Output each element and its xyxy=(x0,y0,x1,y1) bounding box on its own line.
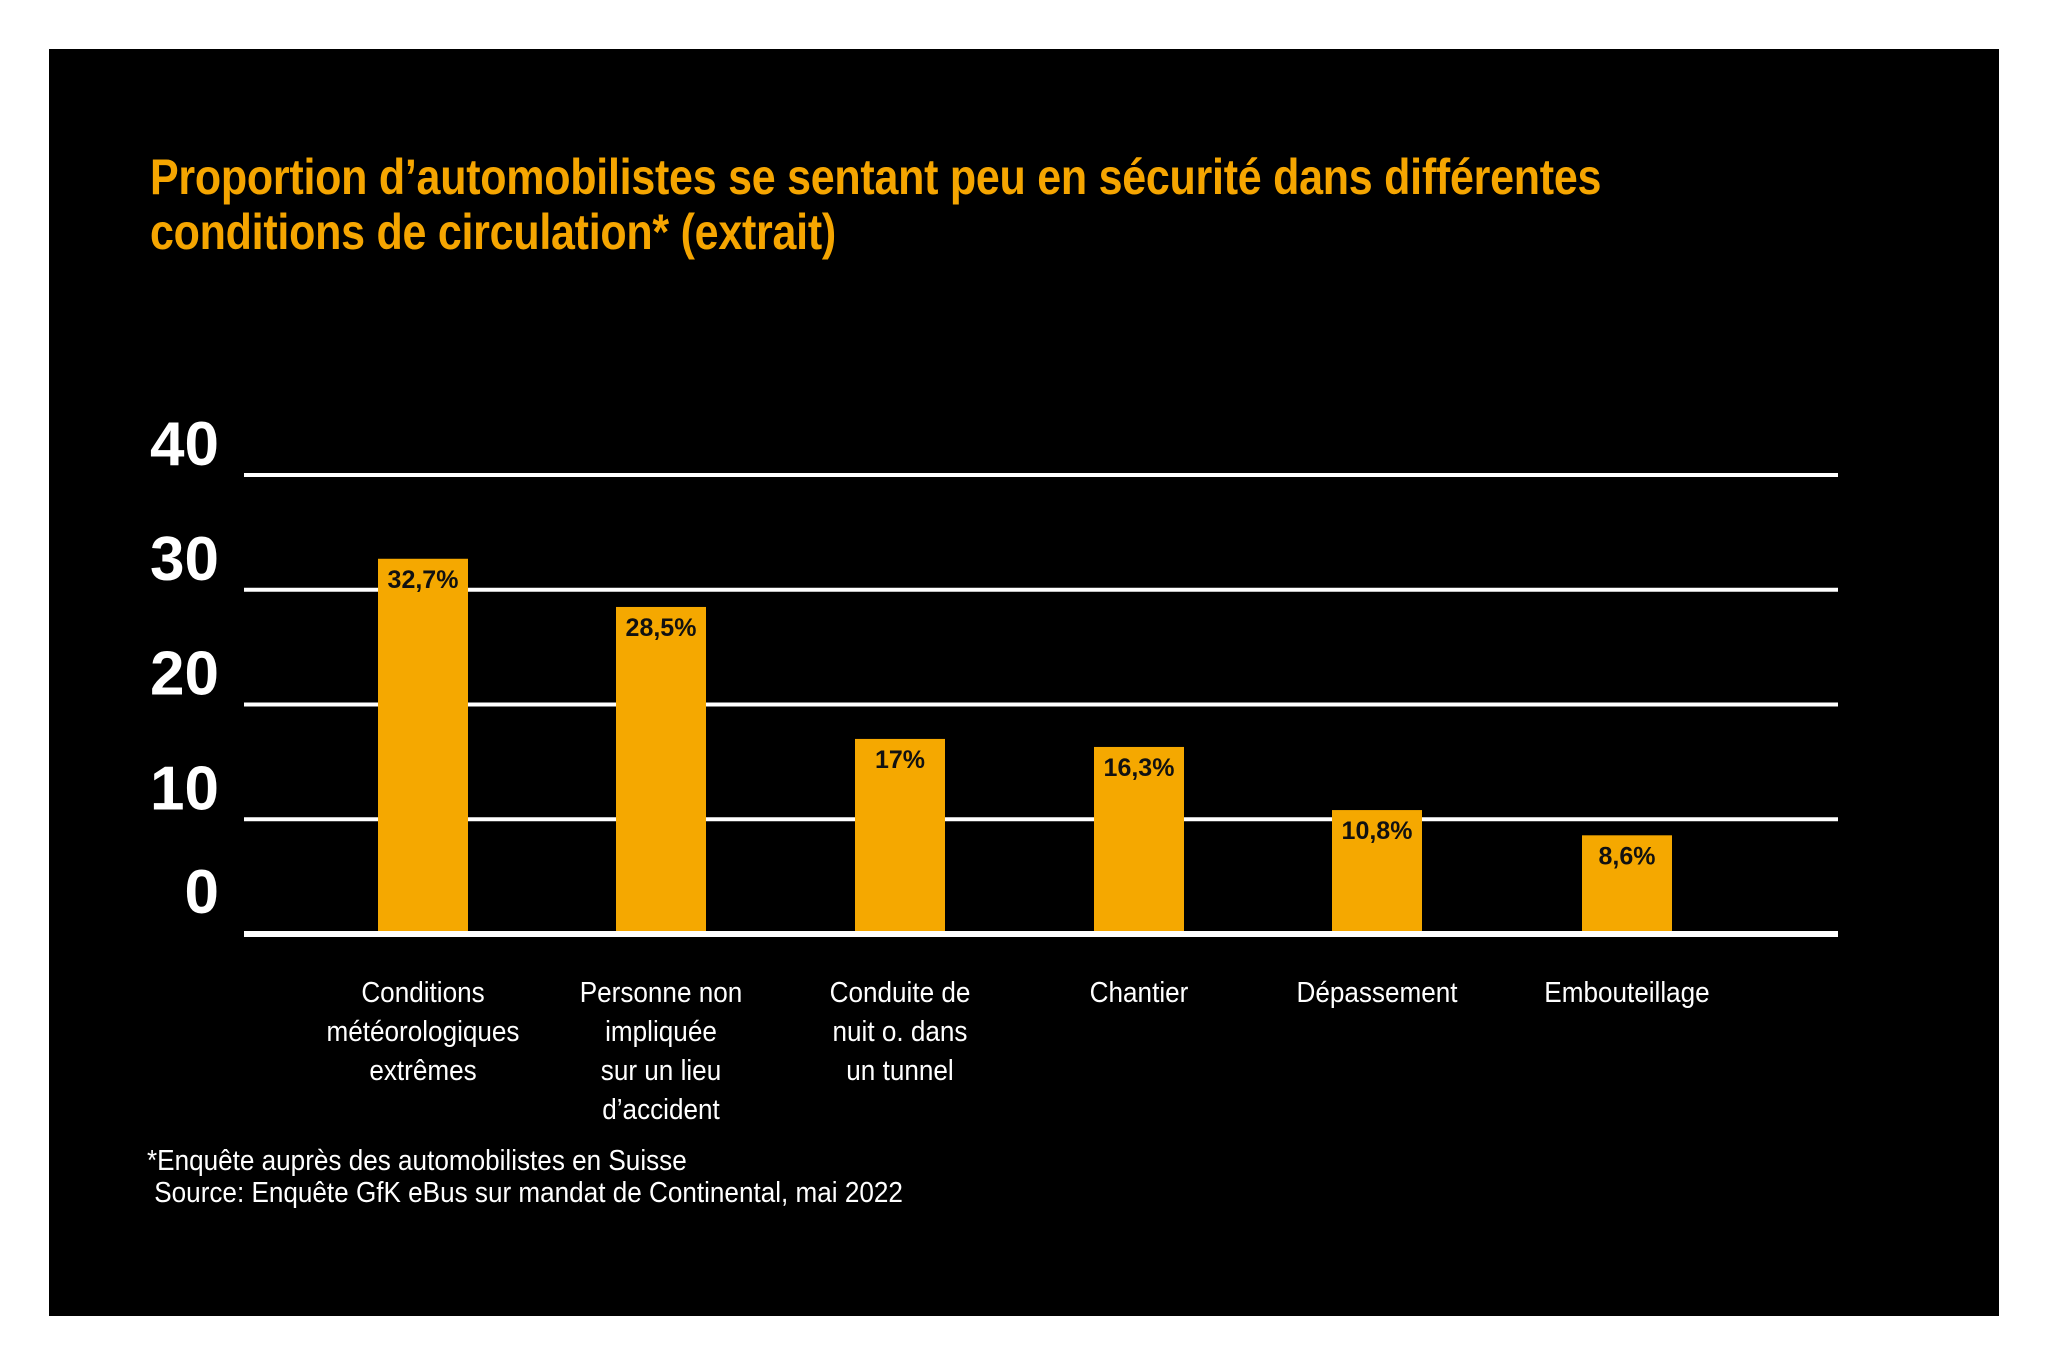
x-category-label-line: Dépassement xyxy=(1296,977,1458,1009)
x-axis xyxy=(244,931,1838,937)
x-category-label-line: Conditions xyxy=(361,977,485,1009)
value-label-3: 17% xyxy=(875,746,925,774)
value-label-6: 8,6% xyxy=(1599,842,1656,870)
bar-3 xyxy=(855,738,945,934)
footnote-survey: *Enquête auprès des automobilistes en Su… xyxy=(147,1145,687,1177)
bar-6 xyxy=(1582,835,1672,934)
value-label-4: 16,3% xyxy=(1104,754,1175,782)
chart-panel xyxy=(49,49,1999,1316)
x-category-label-3: Conduite de nuit o. dans un tunnel xyxy=(830,974,971,1091)
x-category-label-1: Conditions météorologiques extrêmes xyxy=(327,974,520,1091)
value-label-2: 28,5% xyxy=(626,614,697,642)
chart-title-line-1: Proportion d’automobilistes se sentant p… xyxy=(150,149,1602,205)
gridlines xyxy=(244,473,1838,822)
value-label-1: 32,7% xyxy=(388,566,459,594)
x-category-label-line: d’accident xyxy=(602,1094,720,1126)
gridline-20 xyxy=(244,702,1838,707)
x-category-label-6: Embouteillage xyxy=(1544,974,1709,1013)
y-tick-label-0: 0 xyxy=(185,858,219,927)
bar-5 xyxy=(1332,810,1422,934)
x-category-label-5: Dépassement xyxy=(1296,974,1457,1013)
gridline-10 xyxy=(244,817,1838,822)
x-category-label-line: météorologiques xyxy=(326,1016,520,1048)
bar-2 xyxy=(616,606,706,934)
bar-1 xyxy=(378,558,468,934)
chart-title-line-2: conditions de circulation* (extrait) xyxy=(150,204,836,260)
x-category-label-line: Conduite de xyxy=(829,977,971,1009)
y-tick-label-30: 30 xyxy=(150,525,219,594)
x-category-label-line: impliquée xyxy=(605,1016,717,1048)
value-label-5: 10,8% xyxy=(1342,817,1413,845)
x-category-label-line: sur un lieu xyxy=(600,1055,722,1087)
y-tick-label-10: 10 xyxy=(150,754,219,823)
x-category-label-line: Chantier xyxy=(1089,977,1189,1009)
x-category-label-line: un tunnel xyxy=(846,1055,954,1087)
x-category-label-line: Embouteillage xyxy=(1544,977,1710,1009)
bar-4 xyxy=(1094,746,1184,934)
y-tick-label-40: 40 xyxy=(150,410,219,479)
x-category-label-line: extrêmes xyxy=(369,1055,477,1087)
x-category-label-4: Chantier xyxy=(1090,974,1189,1013)
gridline-40 xyxy=(244,473,1838,477)
bars xyxy=(378,558,1672,934)
footnote-source: Source: Enquête GfK eBus sur mandat de C… xyxy=(147,1177,903,1209)
value-labels: 32,7% 28,5% 17% 16,3% 10,8% 8,6% xyxy=(388,566,1656,871)
x-category-label-2: Personne non impliquée sur un lieu d’accide… xyxy=(580,974,743,1130)
x-axis-baseline xyxy=(244,931,1838,937)
x-category-label-line: nuit o. dans xyxy=(832,1016,968,1048)
y-tick-label-20: 20 xyxy=(150,640,219,709)
gridline-30 xyxy=(244,587,1838,592)
x-category-label-line: Personne non xyxy=(579,977,743,1009)
y-axis-ticks: 0 10 20 30 40 xyxy=(150,410,219,927)
